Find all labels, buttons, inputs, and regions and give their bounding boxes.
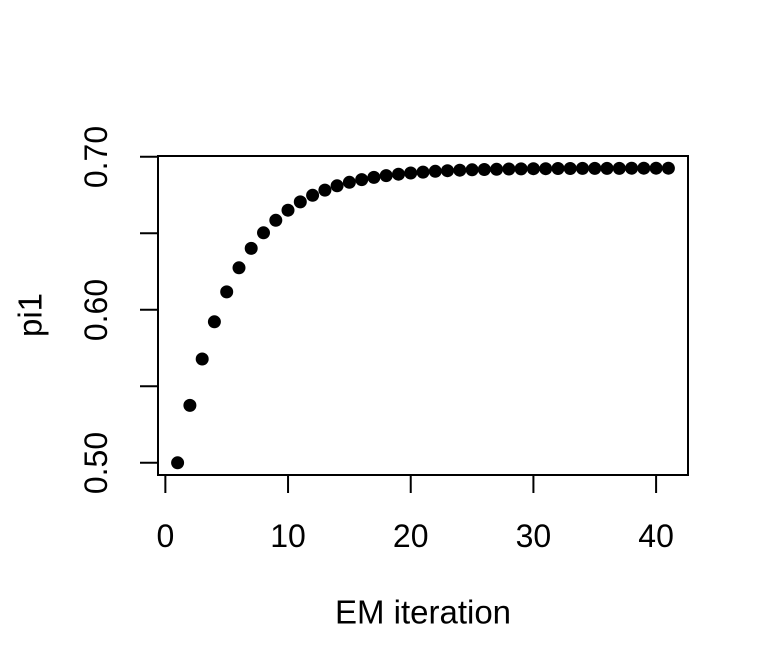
data-point — [220, 285, 234, 299]
y-tick-label: 0.60 — [78, 278, 114, 341]
data-point — [293, 195, 307, 209]
y-axis-title: pi1 — [11, 292, 49, 338]
data-point — [183, 398, 197, 412]
data-point — [318, 183, 332, 197]
plot-box — [157, 155, 689, 476]
data-point — [195, 352, 209, 366]
data-point — [539, 162, 553, 176]
data-point — [465, 163, 479, 177]
data-point — [244, 241, 258, 255]
data-point — [625, 161, 639, 175]
x-tick-label: 20 — [392, 518, 429, 554]
data-point — [330, 179, 344, 193]
data-point — [232, 261, 246, 275]
data-point — [477, 163, 491, 176]
data-point — [441, 164, 454, 178]
data-point — [257, 226, 270, 240]
data-point — [526, 162, 540, 176]
y-tick-label: 0.50 — [78, 431, 114, 494]
data-point — [502, 162, 516, 176]
data-point — [392, 167, 405, 181]
data-point — [342, 175, 356, 189]
data-point — [207, 315, 221, 329]
data-point — [612, 161, 626, 175]
x-tick-label: 0 — [156, 518, 175, 554]
data-point — [576, 161, 589, 175]
data-point — [661, 161, 675, 175]
data-point — [171, 456, 185, 470]
data-point — [379, 169, 393, 183]
data-point — [416, 165, 430, 179]
data-point — [563, 162, 577, 175]
data-point — [404, 166, 418, 180]
y-tick-label: 0.70 — [78, 125, 114, 188]
data-point — [355, 173, 369, 187]
data-point — [428, 164, 442, 178]
data-point — [588, 161, 602, 175]
data-point — [490, 162, 504, 176]
data-point — [367, 170, 381, 184]
data-point — [281, 203, 295, 217]
data-point — [453, 163, 467, 177]
data-point — [600, 161, 614, 175]
data-point — [306, 188, 320, 202]
data-point — [269, 213, 283, 227]
data-point — [514, 162, 528, 176]
x-tick-label: 30 — [515, 518, 552, 554]
data-point — [551, 162, 565, 175]
x-tick-label: 40 — [638, 518, 674, 554]
x-tick-label: 10 — [270, 518, 306, 554]
data-point — [637, 161, 651, 175]
x-axis-title: EM iteration — [334, 593, 512, 631]
data-point — [649, 161, 663, 175]
